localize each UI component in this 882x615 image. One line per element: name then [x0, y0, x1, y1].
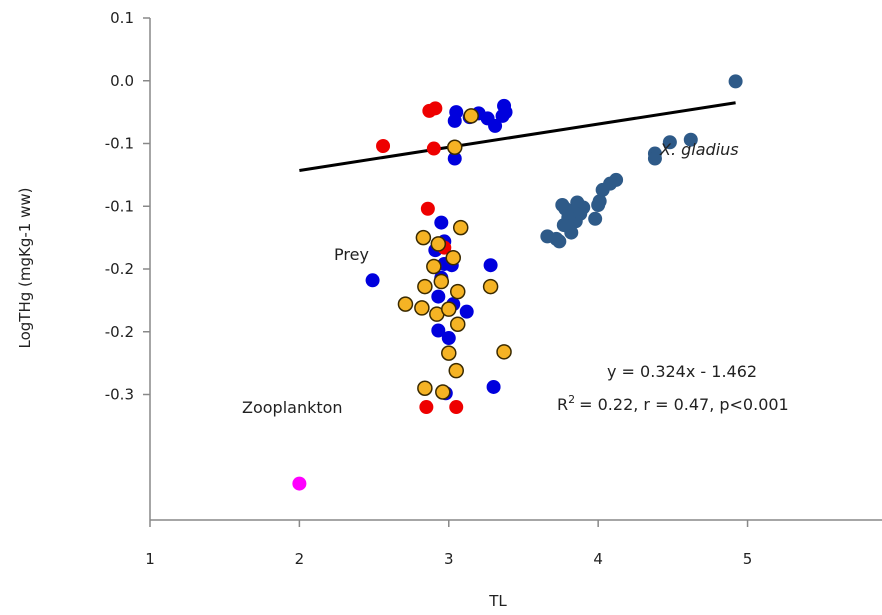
data-point [419, 400, 434, 415]
data-point [483, 258, 498, 273]
data-point [447, 151, 462, 166]
data-point [431, 323, 446, 338]
data-point [441, 301, 457, 317]
y-tick-label: 0.1 [110, 9, 134, 27]
x-tick-label: 5 [743, 550, 753, 568]
data-point [441, 331, 456, 346]
data-point [417, 278, 433, 295]
regression-stats: R2 = 0.22, r = 0.47, p<0.001 [557, 393, 789, 414]
data-point [448, 362, 464, 379]
data-point [647, 151, 662, 166]
data-point [495, 108, 510, 123]
data-point [449, 400, 464, 415]
data-point [415, 229, 432, 246]
y-tick-label: -0.2 [105, 260, 134, 278]
x-tick-label: 3 [444, 550, 454, 568]
data-point [435, 384, 451, 400]
annotation-zooplankton: Zooplankton [242, 398, 343, 417]
data-point [417, 380, 433, 396]
data-point [482, 278, 499, 295]
data-point [431, 289, 446, 304]
data-point [292, 476, 307, 491]
r-squared-values: = 0.22, r = 0.47, p<0.001 [579, 395, 789, 414]
data-point [595, 182, 610, 197]
y-tick-label: -0.1 [105, 135, 134, 153]
data-point [365, 273, 380, 288]
data-point [496, 344, 512, 360]
regression-equation: y = 0.324x - 1.462 [607, 362, 757, 381]
y-tick-label: -0.3 [105, 386, 134, 404]
r-squared-symbol: R [557, 395, 568, 414]
x-tick-label: 1 [145, 550, 155, 568]
annotation-prey: Prey [334, 245, 369, 264]
data-points [292, 74, 743, 491]
y-ticks: 0.1 0.0 -0.1 -0.1 -0.2 -0.2 -0.3 [105, 9, 150, 404]
data-point [556, 218, 571, 233]
data-point [459, 304, 474, 319]
data-point [683, 132, 698, 147]
y-tick-label: -0.1 [105, 197, 134, 215]
data-point [449, 316, 466, 332]
data-point [463, 108, 479, 124]
data-point [452, 219, 469, 236]
data-point [447, 139, 463, 156]
data-point [420, 201, 435, 216]
annotation-x-gladius: X. gladius [659, 140, 739, 159]
x-tick-label: 4 [593, 550, 603, 568]
data-point [486, 379, 501, 394]
data-point [588, 211, 603, 226]
x-ticks: 1 2 3 4 5 [145, 520, 752, 568]
x-tick-label: 2 [295, 550, 305, 568]
data-point [445, 249, 462, 266]
data-point [397, 296, 414, 312]
data-point [433, 273, 450, 290]
data-point [428, 101, 443, 116]
data-point [447, 113, 462, 128]
data-point [414, 300, 430, 316]
data-point [540, 229, 555, 244]
trendline [299, 101, 736, 172]
data-point [426, 141, 441, 156]
data-point [555, 197, 570, 212]
data-point [434, 215, 449, 230]
data-point [430, 236, 447, 252]
data-point [441, 345, 457, 361]
data-point [449, 283, 466, 300]
data-point [591, 197, 606, 212]
y-tick-label: 0.0 [110, 72, 134, 90]
data-point [426, 258, 442, 275]
y-tick-label: -0.2 [105, 323, 134, 341]
x-axis-title: TL [488, 592, 507, 610]
y-axis-title: LogTHg (mgKg-1 ww) [16, 188, 34, 349]
data-point [662, 135, 677, 150]
data-point [728, 74, 743, 89]
r-squared-superscript: 2 [568, 393, 575, 406]
axes [149, 18, 882, 521]
data-point [376, 139, 391, 154]
